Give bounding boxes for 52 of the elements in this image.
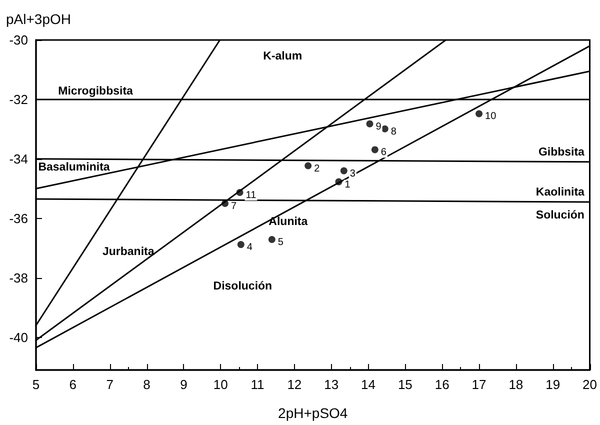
x-tick-label: 12 [287,377,302,392]
x-tick-label: 20 [582,377,598,392]
annotation: 8 [390,126,397,138]
y-tick-label: -38 [9,270,28,286]
annotation: Basaluminita [38,161,110,174]
x-tick-label: 19 [546,377,560,392]
annotation: 11 [246,190,257,202]
annotation: Jurbanita [102,246,155,258]
annotation: 4 [246,242,253,254]
point [366,120,374,128]
x-tick-label: 13 [324,377,339,392]
annotation: 5 [278,236,284,248]
annotation: Gibbsita [538,146,586,159]
annotation: Solución [536,209,584,222]
x-tick-label: 16 [434,377,450,392]
annotation: 10 [485,111,497,122]
x-tick-label: 18 [508,377,524,392]
annotation: 7 [231,201,238,212]
annotation: Microgibbsita [58,85,134,98]
annotation: Alunita [268,216,308,228]
y-tick-label: -30 [9,32,28,48]
point [237,241,244,248]
annotation: 9 [376,121,382,132]
annotation: Disolución [213,280,272,293]
x-tick-label: 8 [143,377,150,392]
x-tick-label: 10 [213,377,228,392]
annotation: 2 [314,163,320,174]
x-tick-label: 14 [361,377,376,392]
y-tick-label: -36 [9,210,28,226]
point [340,167,348,174]
annotation: 1 [344,179,351,190]
y-tick-label: -32 [9,92,28,107]
x-tick-label: 6 [69,377,77,392]
point [304,162,312,170]
annotation: Kaolinita [536,186,586,198]
y-axis-title: pAl+3pOH [6,11,71,27]
x-axis-title: 2pH+pSO4 [278,405,348,421]
x-tick-label: 9 [180,377,188,392]
x-tick-label: 17 [472,377,486,392]
point [268,236,276,243]
annotation: K-alum [263,50,302,63]
point [371,146,378,154]
x-tick-label: 15 [398,377,412,392]
point [476,110,483,118]
x-tick-label: 5 [32,377,40,392]
x-tick-label: 7 [106,377,114,392]
x-tick-label: 11 [250,377,264,392]
y-tick-label: -34 [9,151,28,166]
point [381,125,388,132]
y-tick-label: -40 [9,330,28,345]
annotation: 3 [350,168,356,180]
annotation: 6 [380,147,387,158]
